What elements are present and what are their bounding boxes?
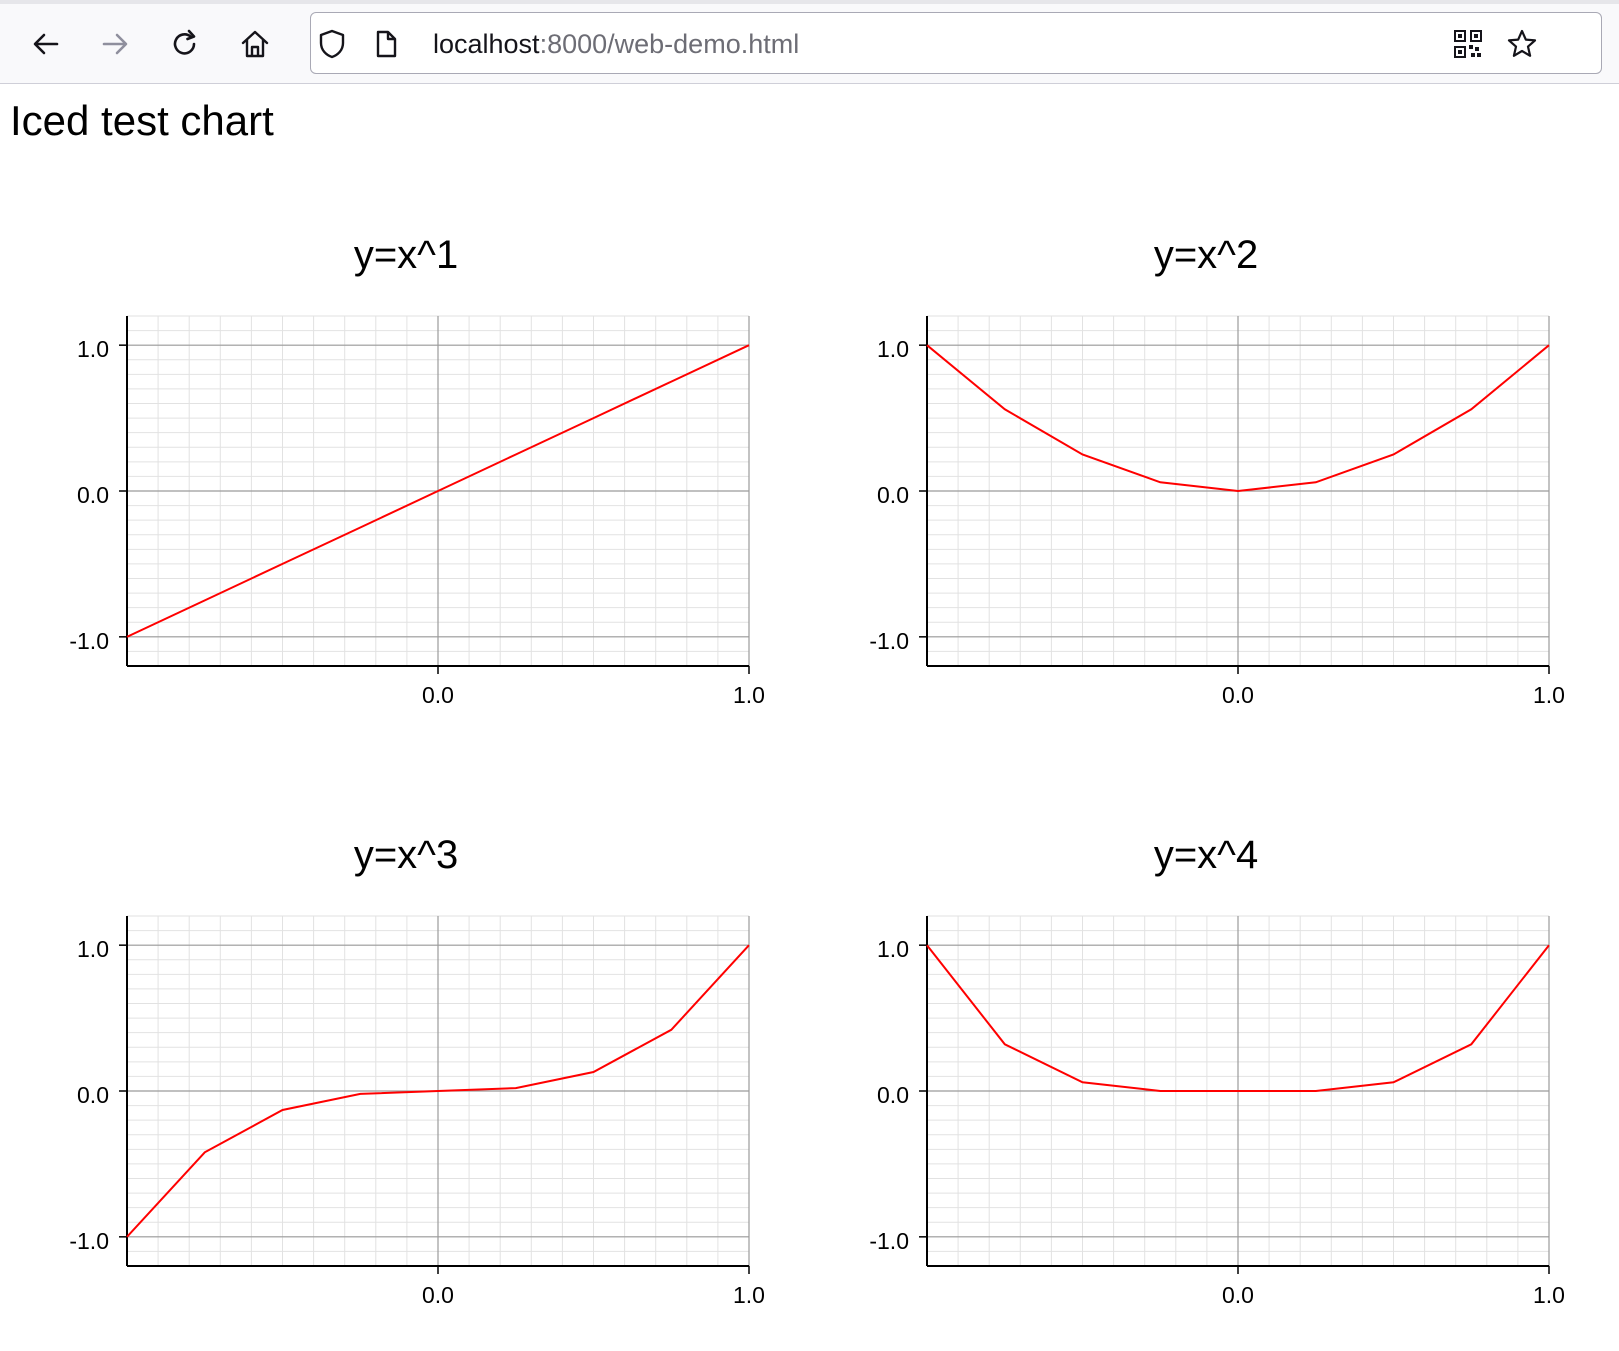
url-text[interactable]: localhost:8000/web-demo.html [433, 29, 799, 59]
x-tick-label: 0.0 [422, 1282, 454, 1308]
tab-strip-edge [0, 0, 1619, 4]
reload-button[interactable] [163, 22, 207, 66]
chart-3: y=x^3 1.0 0.0 -1.0 0.0 1.0 [69, 833, 765, 1308]
x-tick-label: 0.0 [422, 682, 454, 708]
chart-title: y=x^4 [1154, 833, 1258, 877]
back-button[interactable] [24, 22, 68, 66]
reload-icon [173, 29, 196, 55]
url-host: localhost [433, 29, 540, 59]
qr-code-icon[interactable] [1451, 27, 1485, 61]
back-arrow-icon [33, 33, 59, 55]
y-tick-label: -1.0 [869, 628, 909, 654]
y-tick-label: 1.0 [877, 936, 909, 962]
chart-2: y=x^2 1.0 0.0 -1.0 0.0 1.0 [869, 233, 1565, 708]
bookmark-star-icon[interactable] [1505, 27, 1539, 61]
y-tick-label: 1.0 [877, 336, 909, 362]
x-tick-label: 0.0 [1222, 682, 1254, 708]
shield-icon[interactable] [315, 27, 349, 61]
x-tick-label: 1.0 [733, 682, 765, 708]
page-title: Iced test chart [10, 97, 274, 144]
address-bar[interactable]: localhost:8000/web-demo.html [310, 12, 1602, 74]
url-path: :8000/web-demo.html [539, 29, 800, 59]
y-tick-label: 0.0 [77, 482, 109, 508]
home-button[interactable] [233, 22, 277, 66]
y-tick-label: 0.0 [877, 1082, 909, 1108]
y-tick-label: 1.0 [77, 936, 109, 962]
chart-title: y=x^2 [1154, 233, 1258, 277]
chart-4: y=x^4 1.0 0.0 -1.0 0.0 1.0 [869, 833, 1565, 1308]
x-tick-label: 1.0 [1533, 1282, 1565, 1308]
y-tick-label: -1.0 [69, 628, 109, 654]
home-icon [241, 30, 269, 58]
x-tick-label: 1.0 [1533, 682, 1565, 708]
chart-title: y=x^3 [354, 833, 458, 877]
y-tick-label: 0.0 [877, 482, 909, 508]
forward-arrow-icon [102, 33, 128, 55]
y-tick-label: 0.0 [77, 1082, 109, 1108]
forward-button[interactable] [93, 22, 137, 66]
chart-title: y=x^1 [354, 233, 458, 277]
browser-toolbar: localhost:8000/web-demo.html [0, 0, 1619, 84]
y-tick-label: -1.0 [869, 1228, 909, 1254]
x-tick-label: 0.0 [1222, 1282, 1254, 1308]
y-tick-label: 1.0 [77, 336, 109, 362]
page-icon[interactable] [369, 27, 403, 61]
x-tick-label: 1.0 [733, 1282, 765, 1308]
y-tick-label: -1.0 [69, 1228, 109, 1254]
chart-1: y=x^1 1.0 0.0 -1.0 0.0 1.0 [69, 233, 765, 708]
